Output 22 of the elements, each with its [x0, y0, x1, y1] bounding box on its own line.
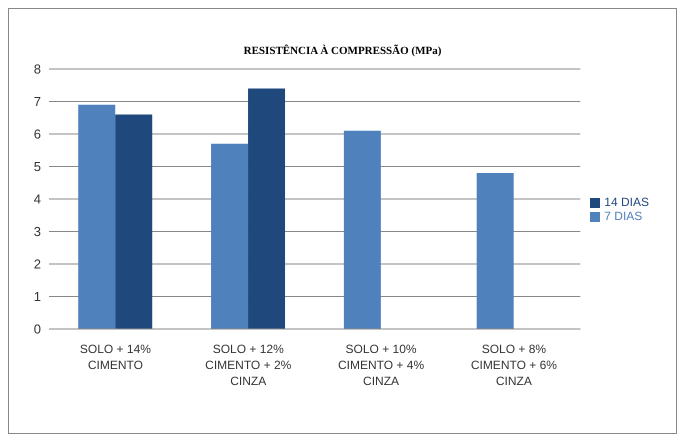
bar [78, 104, 116, 329]
y-tick-label: 1 [34, 289, 41, 304]
x-tick-label: SOLO + 10% CIMENTO + 4% CINZA [338, 342, 424, 388]
x-tick-label: SOLO + 8% CIMENTO + 6% CINZA [470, 342, 558, 388]
x-tick-label: SOLO + 12% CIMENTO + 2% CINZA [205, 342, 292, 388]
x-tick-label: SOLO + 14% CIMENTO [80, 342, 152, 372]
y-tick-label: 3 [34, 224, 41, 240]
y-tick-label: 6 [34, 126, 41, 142]
bar [344, 130, 381, 329]
bar [115, 114, 152, 329]
bar [248, 88, 286, 329]
y-tick-label: 0 [34, 322, 41, 337]
bar [211, 144, 248, 329]
y-tick-label: 7 [34, 94, 41, 110]
chart-title: RESISTÊNCIA À COMPRESSÃO (MPa) [242, 45, 442, 57]
y-tick-label: 4 [34, 192, 41, 207]
y-tick-label: 8 [34, 62, 41, 77]
y-tick-label: 5 [34, 159, 41, 174]
legend-label: 14 DIAS [604, 195, 649, 209]
y-tick-label: 2 [34, 256, 41, 272]
legend-label: 7 DIAS [604, 209, 642, 223]
bar [476, 173, 514, 329]
